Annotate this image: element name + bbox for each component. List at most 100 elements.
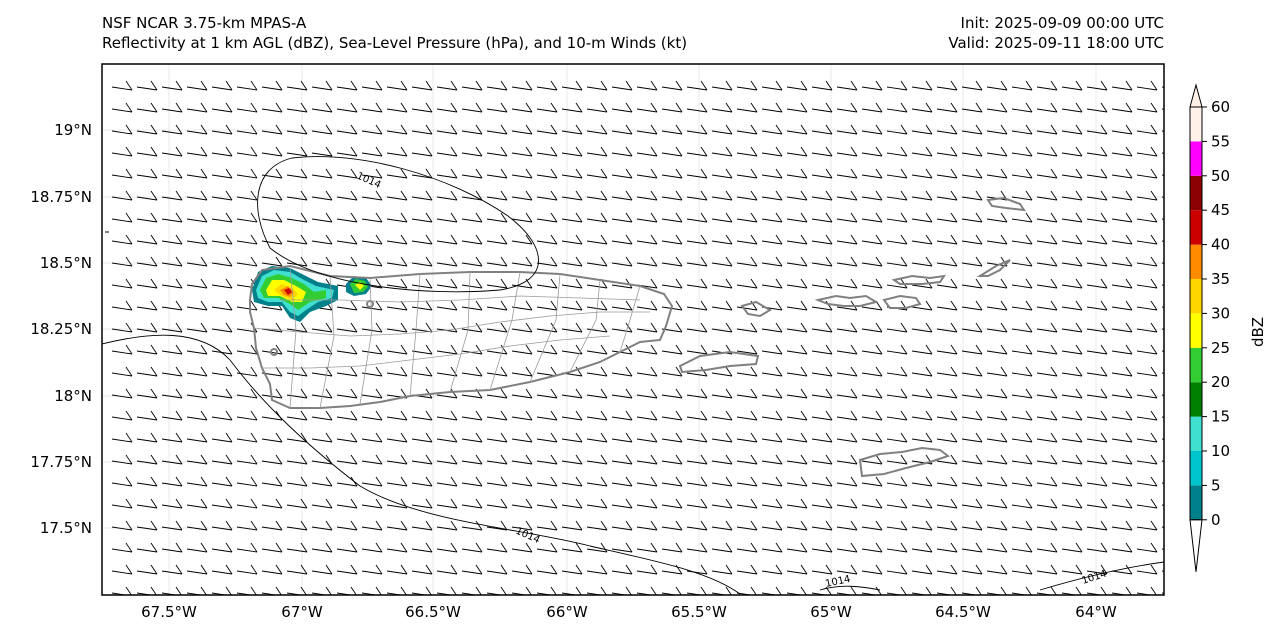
lat-tick-label: 17.75°N xyxy=(30,453,92,471)
wind-barb xyxy=(211,190,233,201)
colorbar-segment xyxy=(1190,279,1202,314)
wind-barb xyxy=(586,212,608,223)
wind-barb xyxy=(236,102,258,113)
map-frame xyxy=(101,63,1165,596)
wind-barb xyxy=(1061,234,1083,245)
wind-barb xyxy=(661,520,683,531)
wind-barb xyxy=(611,454,633,465)
wind-barb xyxy=(711,322,733,333)
wind-barb xyxy=(836,124,858,135)
wind-barb xyxy=(761,124,783,135)
lon-tick-label: 65°W xyxy=(810,603,852,621)
wind-barb xyxy=(1086,388,1108,399)
wind-barb xyxy=(1161,196,1164,198)
wind-barb xyxy=(411,80,433,91)
wind-barb xyxy=(761,212,783,223)
wind-barb xyxy=(461,256,483,267)
wind-barb xyxy=(611,190,633,201)
wind-barb xyxy=(486,168,508,179)
wind-barb xyxy=(711,234,733,245)
wind-barb xyxy=(311,234,333,245)
wind-barb xyxy=(336,432,358,443)
wind-barb xyxy=(1161,526,1164,528)
wind-barb xyxy=(136,300,158,311)
wind-barb xyxy=(236,300,258,311)
wind-barb xyxy=(336,498,358,509)
wind-barb xyxy=(636,542,658,553)
lon-tick-label: 67.5°W xyxy=(141,603,197,621)
wind-barb xyxy=(1086,476,1108,487)
wind-barb xyxy=(161,212,183,223)
wind-barb xyxy=(386,278,408,289)
wind-barb xyxy=(1011,542,1033,553)
wind-barb xyxy=(911,256,933,267)
wind-barb xyxy=(111,190,133,201)
wind-barb xyxy=(486,124,508,135)
wind-barb xyxy=(1161,86,1164,88)
wind-barb xyxy=(986,476,1008,487)
wind-barb xyxy=(586,256,608,267)
wind-barb xyxy=(1086,212,1108,223)
wind-barb xyxy=(361,212,383,223)
wind-barb xyxy=(1161,174,1164,176)
wind-barb xyxy=(186,168,208,179)
wind-barb xyxy=(511,300,533,311)
wind-barb xyxy=(536,190,558,201)
wind-barb xyxy=(1161,460,1164,462)
wind-barb xyxy=(361,498,383,509)
wind-barb xyxy=(436,520,458,531)
wind-barb xyxy=(161,300,183,311)
wind-barb xyxy=(736,454,758,465)
wind-barb xyxy=(1011,388,1033,399)
wind-barb xyxy=(311,124,333,135)
wind-barb xyxy=(786,322,808,333)
wind-barb xyxy=(586,80,608,91)
wind-barb xyxy=(611,124,633,135)
wind-barb xyxy=(1061,322,1083,333)
colorbar-segment xyxy=(1190,244,1202,279)
wind-barb xyxy=(986,300,1008,311)
wind-barb xyxy=(1136,146,1158,157)
wind-barb xyxy=(161,234,183,245)
wind-barb xyxy=(811,520,833,531)
wind-barb xyxy=(686,344,708,355)
wind-barb xyxy=(686,454,708,465)
wind-barb xyxy=(236,344,258,355)
wind-barb xyxy=(1036,498,1058,509)
wind-barb xyxy=(336,168,358,179)
wind-barb xyxy=(661,212,683,223)
wind-barb xyxy=(1011,102,1033,113)
wind-barb xyxy=(1036,410,1058,421)
wind-barb xyxy=(811,278,833,289)
wind-barb xyxy=(186,80,208,91)
wind-barb xyxy=(511,322,533,333)
wind-barb xyxy=(836,454,858,465)
wind-barb xyxy=(486,366,508,377)
wind-barb xyxy=(486,542,508,553)
wind-barb xyxy=(1011,454,1033,465)
wind-barb xyxy=(436,234,458,245)
wind-barb xyxy=(261,190,283,201)
wind-barb xyxy=(886,454,908,465)
wind-barb xyxy=(111,476,133,487)
wind-barb xyxy=(886,168,908,179)
wind-barb xyxy=(561,278,583,289)
lon-tick-label: 66.5°W xyxy=(405,603,461,621)
wind-barb xyxy=(886,366,908,377)
wind-barb xyxy=(611,212,633,223)
tortola-coast xyxy=(891,274,947,285)
wind-barb xyxy=(761,278,783,289)
wind-barb xyxy=(461,520,483,531)
wind-barb xyxy=(636,410,658,421)
wind-barb xyxy=(411,146,433,157)
wind-barb xyxy=(536,278,558,289)
wind-barb xyxy=(861,366,883,377)
wind-barb xyxy=(661,168,683,179)
wind-barb xyxy=(486,278,508,289)
wind-barb xyxy=(811,146,833,157)
wind-barb xyxy=(836,366,858,377)
wind-barb xyxy=(686,102,708,113)
wind-barb xyxy=(161,124,183,135)
wind-barb xyxy=(511,410,533,421)
wind-barb xyxy=(1036,344,1058,355)
